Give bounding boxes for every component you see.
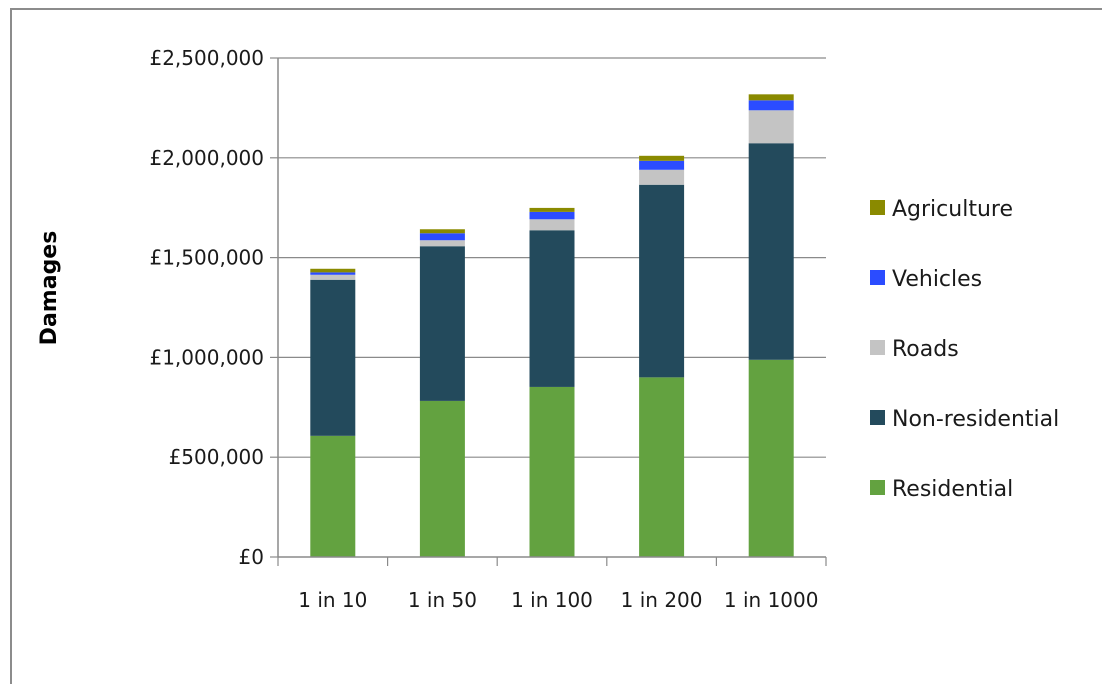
x-tick-label: 1 in 200 — [621, 588, 703, 612]
bar-segment-non-residential — [639, 185, 684, 378]
legend-label-vehicles: Vehicles — [892, 267, 982, 292]
x-tick-label: 1 in 1000 — [724, 588, 819, 612]
legend-swatch-vehicles — [870, 270, 885, 285]
bars — [310, 94, 793, 557]
bar-segment-roads — [749, 110, 794, 143]
bar-segment-agriculture — [310, 269, 355, 273]
y-tick-labels: £0 £500,000 £1,000,000 £1,500,000 £2,000,000… — [149, 46, 264, 569]
legend-swatch-agriculture — [870, 200, 885, 215]
bar-segment-roads — [530, 219, 575, 230]
legend: Agriculture Vehicles Roads Non-residential R… — [870, 197, 1059, 502]
legend-label-roads: Roads — [892, 337, 959, 362]
x-tick-label: 1 in 100 — [511, 588, 593, 612]
bar-segment-roads — [639, 170, 684, 185]
bar-segment-non-residential — [420, 246, 465, 401]
legend-swatch-roads — [870, 340, 885, 355]
y-tick-label: £2,000,000 — [149, 146, 264, 170]
y-tick-label: £0 — [239, 545, 264, 569]
legend-label-residential: Residential — [892, 477, 1013, 502]
bar-segment-non-residential — [749, 143, 794, 360]
x-tick-labels: 1 in 10 1 in 50 1 in 100 1 in 200 1 in 1000 — [298, 588, 818, 612]
bar-segment-roads — [420, 240, 465, 246]
bar-segment-vehicles — [639, 161, 684, 170]
bar-segment-agriculture — [749, 94, 794, 100]
legend-label-agriculture: Agriculture — [892, 197, 1013, 222]
y-tick-label: £2,500,000 — [149, 46, 264, 70]
legend-swatch-residential — [870, 480, 885, 495]
bar-segment-non-residential — [310, 280, 355, 436]
x-tick-label: 1 in 10 — [298, 588, 367, 612]
bar-segment-residential — [420, 401, 465, 557]
bar-segment-non-residential — [530, 230, 575, 387]
legend-swatch-non-residential — [870, 410, 885, 425]
bar-segment-agriculture — [420, 229, 465, 233]
bar-segment-residential — [310, 436, 355, 557]
bar-segment-vehicles — [310, 272, 355, 274]
bar-segment-vehicles — [420, 233, 465, 240]
bar-segment-roads — [310, 275, 355, 280]
bar-segment-vehicles — [530, 212, 575, 219]
x-tick-label: 1 in 50 — [408, 588, 477, 612]
bar-segment-agriculture — [639, 156, 684, 161]
y-tick-label: £1,000,000 — [149, 345, 264, 369]
bar-segment-vehicles — [749, 100, 794, 110]
y-axis-label: Damages — [37, 231, 62, 346]
bar-segment-residential — [639, 377, 684, 557]
bar-segment-agriculture — [530, 208, 575, 212]
bar-segment-residential — [749, 360, 794, 557]
bar-segment-residential — [530, 387, 575, 557]
y-tick-label: £500,000 — [169, 445, 264, 469]
y-tick-label: £1,500,000 — [149, 246, 264, 270]
legend-label-non-residential: Non-residential — [892, 407, 1059, 432]
